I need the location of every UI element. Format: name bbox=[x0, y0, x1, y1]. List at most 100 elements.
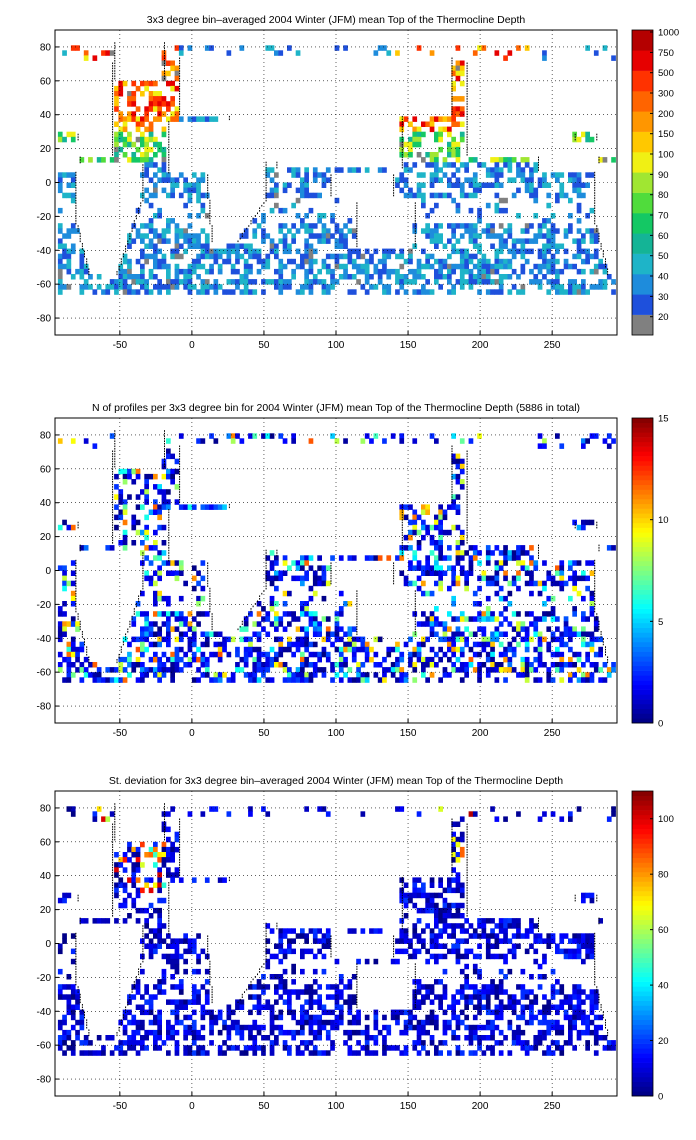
data-cell bbox=[204, 213, 210, 219]
data-cell bbox=[174, 45, 180, 51]
data-cell bbox=[187, 274, 193, 280]
data-cell bbox=[451, 1004, 456, 1010]
coast-seg bbox=[330, 577, 332, 580]
data-cell bbox=[300, 289, 305, 295]
data-cell bbox=[325, 177, 331, 183]
data-cell bbox=[304, 646, 309, 653]
coast-seg bbox=[114, 463, 116, 465]
data-cell bbox=[122, 284, 128, 290]
coast-seg bbox=[239, 625, 241, 628]
y-tick-label: -20 bbox=[37, 212, 52, 223]
data-cell bbox=[265, 570, 271, 576]
data-cell bbox=[451, 106, 456, 112]
data-cell bbox=[542, 182, 547, 188]
data-cell bbox=[399, 933, 405, 939]
coast-seg bbox=[466, 483, 468, 486]
data-cell bbox=[459, 111, 465, 117]
data-cell bbox=[118, 540, 124, 546]
data-cell bbox=[261, 606, 266, 612]
data-cell bbox=[62, 892, 67, 899]
data-cell bbox=[516, 943, 521, 949]
data-cell bbox=[351, 555, 357, 561]
data-cell bbox=[537, 253, 543, 260]
coast-seg bbox=[164, 49, 165, 52]
data-cell bbox=[62, 984, 67, 990]
data-cell bbox=[252, 279, 258, 285]
coast-seg bbox=[112, 100, 114, 103]
data-cell bbox=[148, 545, 154, 551]
colorbar-label: 90 bbox=[658, 170, 669, 181]
coast-seg bbox=[451, 458, 453, 460]
data-cell bbox=[140, 631, 145, 637]
data-cell bbox=[572, 253, 577, 260]
data-cell bbox=[455, 121, 461, 127]
data-cell bbox=[274, 616, 279, 622]
coast-seg bbox=[248, 225, 250, 227]
data-cell bbox=[421, 289, 426, 295]
data-cell bbox=[464, 570, 469, 576]
data-cell bbox=[174, 968, 180, 975]
data-cell bbox=[438, 928, 443, 934]
data-cell bbox=[157, 177, 162, 183]
data-cell bbox=[576, 948, 582, 955]
data-cell bbox=[291, 963, 296, 970]
data-cell bbox=[412, 882, 418, 888]
data-cell bbox=[572, 172, 577, 178]
data-cell bbox=[546, 258, 552, 265]
data-cell bbox=[62, 585, 67, 592]
coast-seg bbox=[75, 199, 77, 202]
data-cell bbox=[399, 656, 405, 663]
data-cell bbox=[576, 284, 582, 290]
data-cell bbox=[416, 274, 422, 280]
data-cell bbox=[447, 611, 452, 617]
data-cell bbox=[498, 238, 504, 244]
data-cell bbox=[248, 279, 253, 285]
data-cell bbox=[183, 662, 188, 668]
data-cell bbox=[148, 913, 154, 919]
data-cell bbox=[174, 268, 180, 275]
coast-seg bbox=[88, 273, 90, 276]
data-cell bbox=[178, 979, 184, 985]
coast-seg bbox=[114, 49, 116, 52]
data-cell bbox=[537, 616, 543, 622]
coast-seg bbox=[77, 138, 79, 141]
data-cell bbox=[196, 667, 201, 673]
data-cell bbox=[312, 999, 318, 1005]
data-cell bbox=[140, 152, 145, 158]
data-cell bbox=[529, 555, 534, 561]
data-cell bbox=[451, 831, 456, 838]
colorbar-label: 20 bbox=[658, 312, 669, 323]
data-cell bbox=[494, 933, 500, 939]
coast-seg bbox=[600, 243, 602, 245]
data-cell bbox=[434, 192, 439, 199]
data-cell bbox=[217, 646, 223, 653]
data-cell bbox=[174, 106, 180, 112]
data-cell bbox=[563, 631, 569, 637]
data-cell bbox=[200, 672, 206, 678]
coast-seg bbox=[114, 42, 116, 44]
coast-seg bbox=[142, 557, 144, 559]
coast-seg bbox=[168, 128, 170, 131]
data-cell bbox=[144, 126, 149, 133]
data-cell bbox=[140, 116, 145, 122]
coast-seg bbox=[594, 559, 596, 562]
data-cell bbox=[334, 621, 340, 627]
data-cell bbox=[157, 207, 162, 214]
coast-seg bbox=[451, 488, 453, 491]
data-cell bbox=[576, 989, 582, 995]
data-cell bbox=[451, 111, 456, 117]
coast-seg bbox=[254, 215, 256, 217]
data-cell bbox=[166, 953, 171, 960]
data-cell bbox=[243, 268, 249, 275]
data-cell bbox=[282, 223, 288, 229]
data-cell bbox=[252, 656, 258, 663]
data-cell bbox=[187, 636, 193, 643]
data-cell bbox=[135, 887, 141, 894]
coast-seg bbox=[594, 215, 596, 217]
data-cell bbox=[321, 289, 327, 295]
coast-seg bbox=[401, 529, 403, 531]
data-cell bbox=[174, 499, 180, 505]
data-cell bbox=[144, 479, 149, 485]
data-cell bbox=[312, 616, 318, 622]
data-cell bbox=[157, 641, 162, 648]
